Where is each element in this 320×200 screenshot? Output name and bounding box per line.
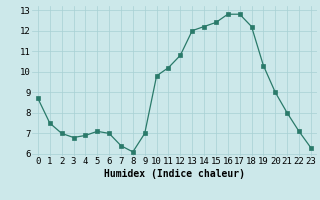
X-axis label: Humidex (Indice chaleur): Humidex (Indice chaleur) bbox=[104, 169, 245, 179]
